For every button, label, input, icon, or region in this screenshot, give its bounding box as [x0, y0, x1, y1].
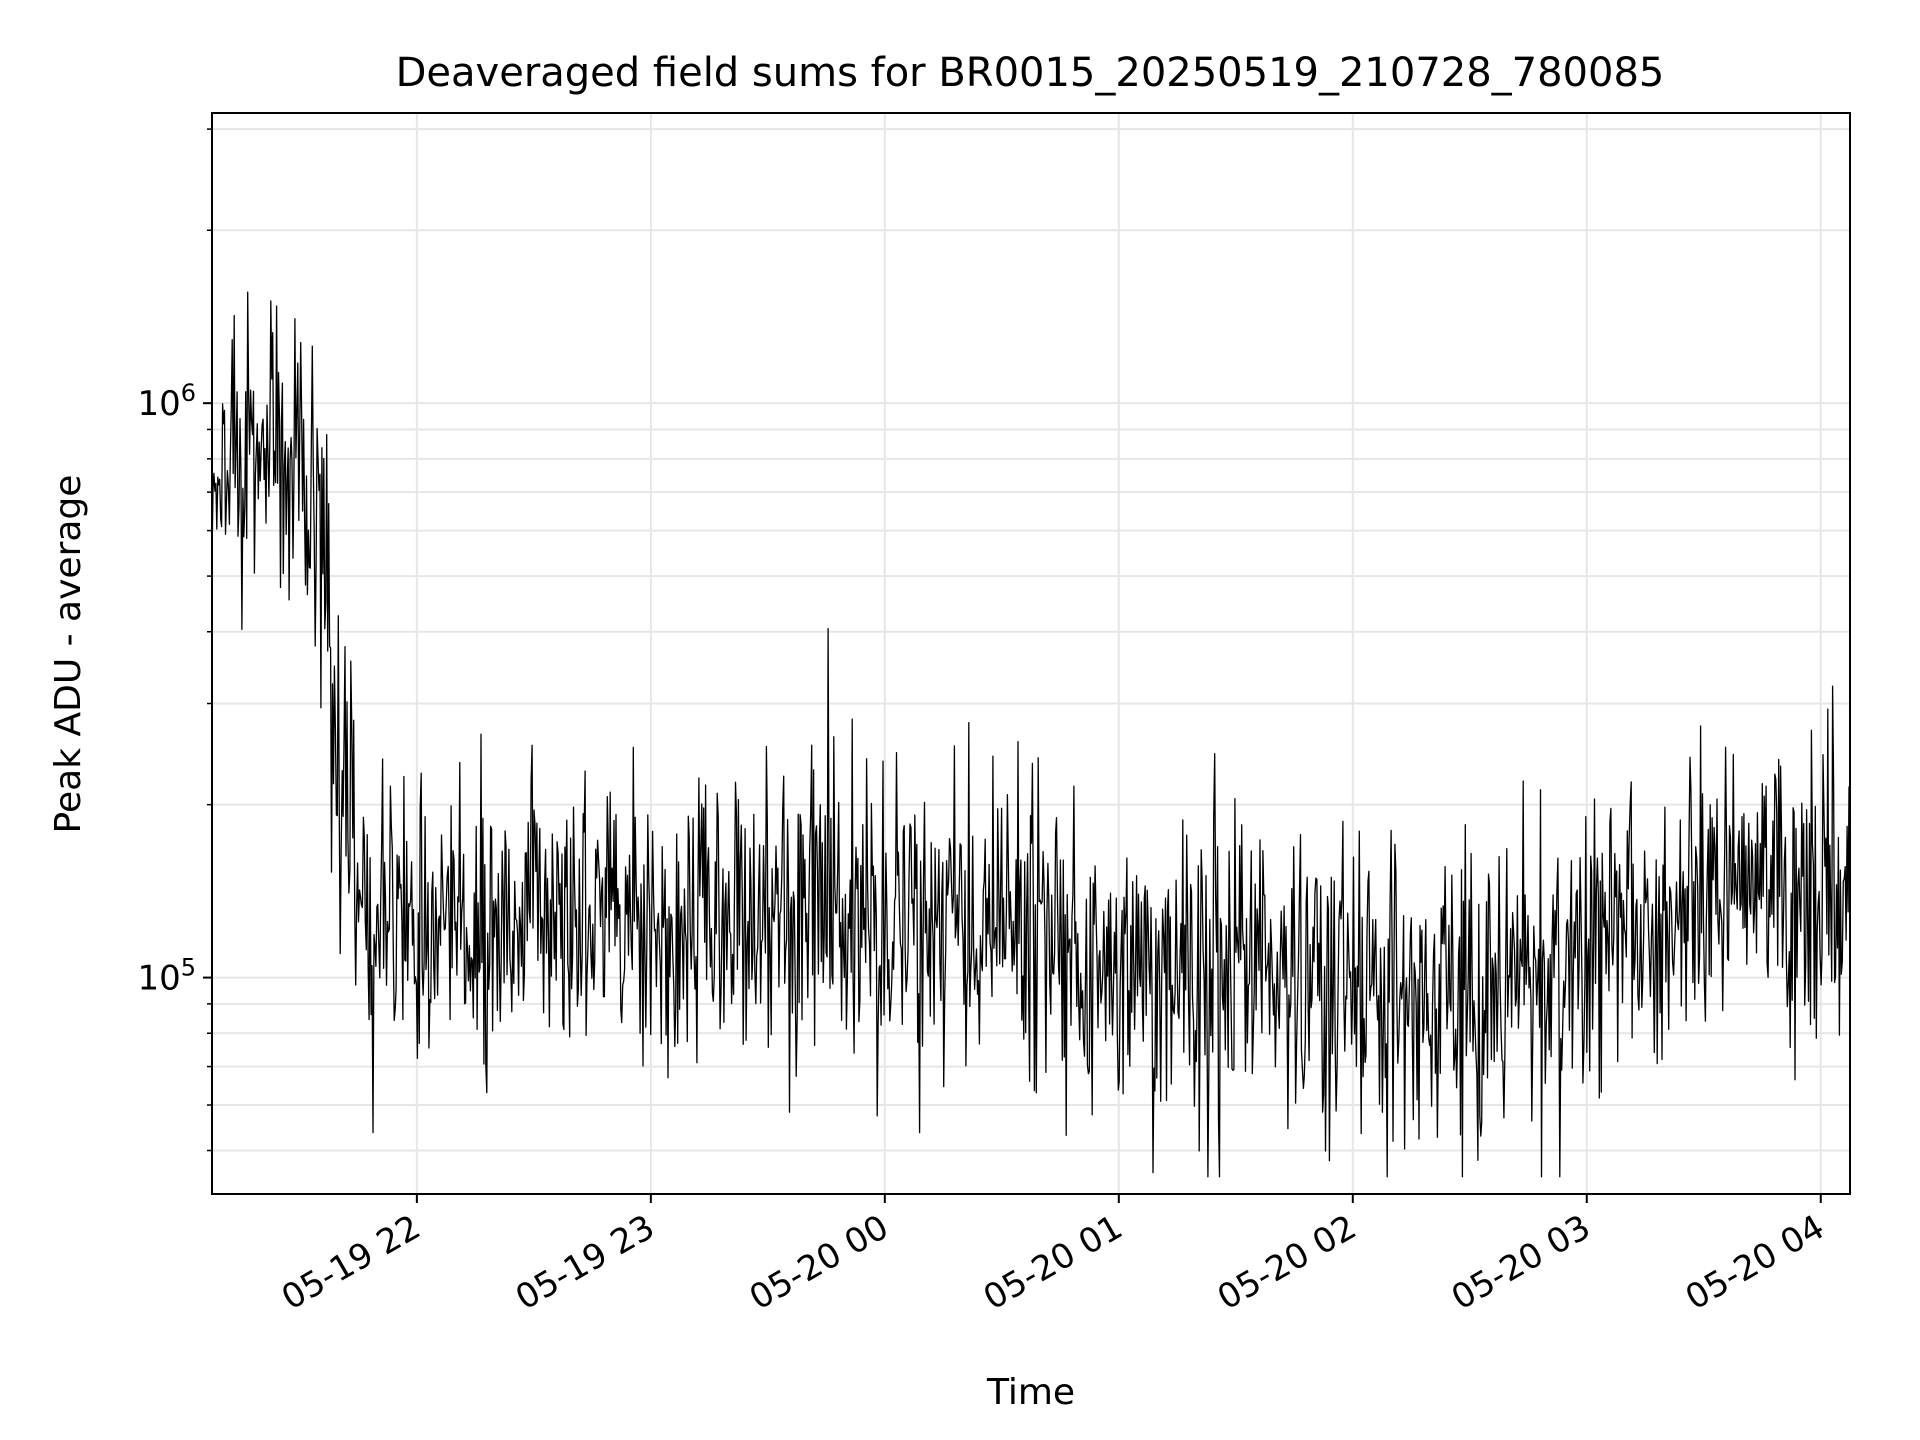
y-tick-exponent: 5	[181, 954, 196, 982]
x-axis-label: Time	[986, 1372, 1075, 1413]
x-tick-label: 05-20 01	[977, 1207, 1129, 1318]
plot-frame	[211, 112, 1851, 1195]
y-tick-exponent: 6	[181, 379, 196, 407]
x-tick-label: 05-20 02	[1211, 1207, 1363, 1318]
x-tick-label: 05-20 03	[1445, 1207, 1597, 1318]
y-tick-label: 105	[137, 954, 196, 999]
y-tick-base: 10	[137, 959, 180, 999]
x-tick-label: 05-19 22	[275, 1207, 427, 1318]
chart-title: Deaveraged field sums for BR0015_2025051…	[396, 50, 1665, 96]
x-tick-label: 05-20 04	[1679, 1207, 1831, 1318]
y-tick-label: 106	[137, 379, 196, 424]
x-tick-label: 05-20 00	[743, 1207, 895, 1318]
series-layer	[211, 291, 1851, 1178]
y-tick-base: 10	[137, 384, 180, 424]
x-tick-label: 05-19 23	[509, 1207, 661, 1318]
series-line	[211, 291, 1851, 1178]
grid	[212, 113, 1850, 1194]
y-axis-label: Peak ADU - average	[48, 475, 89, 834]
